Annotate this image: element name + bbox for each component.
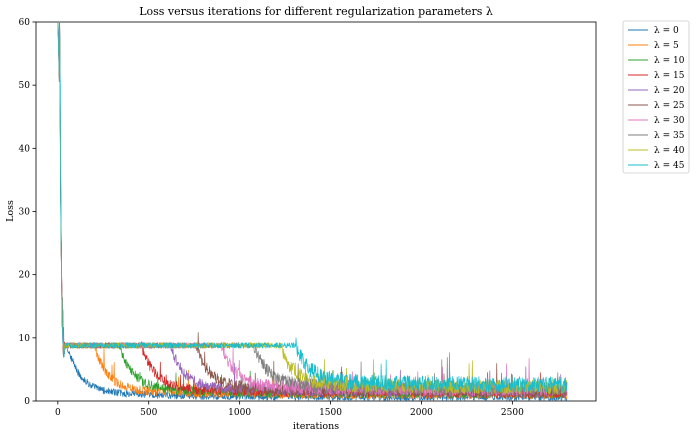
x-axis-label: iterations [293, 421, 339, 432]
x-tick-label: 2000 [410, 408, 433, 418]
legend-label: λ = 5 [654, 41, 679, 51]
x-tick-label: 0 [55, 408, 61, 418]
series-line [57, 21, 568, 398]
series-layer [57, 21, 568, 402]
x-tick-label: 500 [140, 408, 157, 418]
legend-label: λ = 0 [654, 26, 679, 36]
series-line [57, 21, 568, 395]
legend-label: λ = 10 [654, 56, 685, 66]
legend-label: λ = 45 [654, 161, 685, 171]
series-line [57, 21, 568, 399]
x-tick-label: 1000 [228, 408, 251, 418]
legend-label: λ = 40 [654, 146, 685, 156]
y-tick-label: 50 [19, 81, 31, 91]
series-line [57, 21, 568, 393]
y-tick-label: 10 [19, 334, 31, 344]
plot-area [35, 21, 597, 402]
series-line [57, 21, 568, 396]
y-tick-label: 30 [19, 208, 31, 218]
series-line [57, 21, 568, 397]
chart-title: Loss versus iterations for different reg… [139, 5, 493, 18]
legend-label: λ = 15 [654, 71, 685, 81]
legend-label: λ = 30 [654, 116, 685, 126]
y-axis-label: Loss [5, 200, 16, 222]
y-tick-label: 40 [19, 144, 31, 154]
legend-label: λ = 35 [654, 131, 685, 141]
x-tick-label: 2500 [501, 408, 524, 418]
y-tick-label: 60 [19, 18, 31, 28]
legend-label: λ = 25 [654, 101, 685, 111]
series-line [57, 21, 568, 397]
legend-label: λ = 20 [654, 86, 685, 96]
y-tick-label: 0 [24, 397, 30, 407]
series-line [57, 21, 568, 399]
x-tick-label: 1500 [319, 408, 342, 418]
y-tick-label: 20 [19, 271, 31, 281]
x-axis-ticks: 0 500 1000 1500 2000 2500 [55, 401, 524, 418]
legend: λ = 0 λ = 5 λ = 10 λ = 15 λ = 20 λ = 25 λ = 30… [622, 20, 690, 174]
y-axis-ticks: 0 10 20 30 40 50 60 [19, 18, 36, 407]
